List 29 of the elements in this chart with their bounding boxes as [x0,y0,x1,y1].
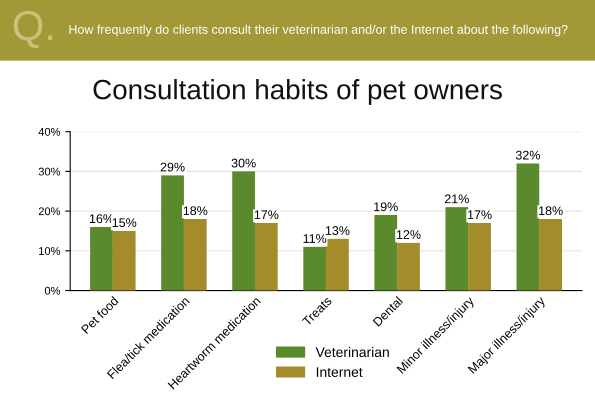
bar [112,230,136,291]
data-label: 18% [184,206,208,216]
data-label: 17% [254,210,278,220]
bar [161,175,184,291]
y-tick-label: 0% [44,286,60,295]
data-label: 21% [444,194,469,204]
bar [374,215,398,291]
data-label: 15% [112,218,136,228]
chart-subtitle: How frequently do clients consult their veterinarian and/or the Internet about the following? [69,24,568,36]
data-label: 13% [326,226,350,236]
y-tick-label: 20% [38,207,60,216]
text: Q. [14,10,52,48]
data-label: 12% [396,230,421,239]
chart-title: Consultation habits of pet owners [94,79,502,105]
data-label: 30% [232,158,256,168]
y-tick-label: 10% [39,247,60,255]
y-tick-label: 30% [38,168,60,176]
legend-label: Internet [316,367,363,377]
y-tick-label: 40% [38,128,60,136]
data-label: 11% [304,234,326,243]
bar [326,238,349,291]
data-label: 29% [160,162,185,172]
data-label: 18% [539,206,563,216]
legend-label: Veterinarian [316,346,389,358]
bar [397,242,420,291]
data-label: 17% [468,210,492,220]
data-label: 32% [516,150,540,160]
bar [303,246,326,291]
data-label: 19% [374,202,398,212]
